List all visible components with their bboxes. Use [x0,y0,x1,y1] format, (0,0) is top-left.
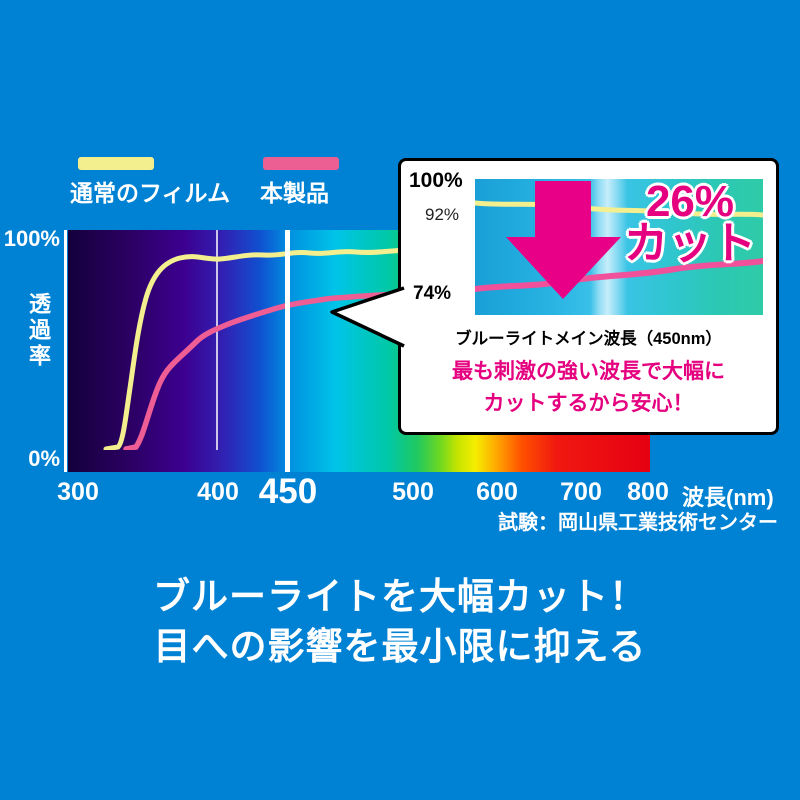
test-institute-note: 試験：岡山県工業技術センター [498,512,778,534]
callout-label-74: 74% [413,283,452,304]
callout-tail [330,286,405,348]
y-axis-title: 透過率 [26,292,51,370]
x-tick-500: 500 [392,478,434,506]
callout-caption: ブルーライトメイン波長（450nm） [455,330,722,348]
spectrum-bar [68,450,650,472]
callout-label-100: 100% [409,169,463,192]
zoom-callout: 100% 92% 74% [398,158,779,435]
cut-percentage-label: 26% カット [607,177,773,268]
cut-percentage-value: 26% [645,177,735,226]
zoom-panel [475,179,763,315]
x-tick-300: 300 [57,478,99,506]
callout-note-line1: 最も刺激の強い波長で大幅に [452,360,725,383]
legend-swatch-product [263,157,339,170]
gridline-400nm [216,230,218,450]
x-axis-unit: 波長(nm) [682,485,774,510]
x-tick-700: 700 [560,478,602,506]
callout-label-92: 92% [425,205,460,224]
y-axis-label-100: 100% [3,226,60,251]
legend-swatch-normal-film [78,157,154,170]
y-axis-line [64,230,67,472]
callout-note-line2: カットするから安心！ [483,392,694,415]
cut-percentage-word: カット [624,218,756,268]
x-tick-800: 800 [627,478,669,506]
highlight-line-450nm [285,230,290,472]
legend-label-product: 本製品 [260,180,329,206]
x-tick-600: 600 [476,478,518,506]
x-tick-450: 450 [258,472,318,511]
legend-label-normal-film: 通常のフィルム [70,180,231,206]
y-axis-label-0: 0% [28,446,60,471]
x-tick-400: 400 [197,478,239,506]
headline-line1: ブルーライトを大幅カット！ [153,576,647,617]
zoom-curve-normal [475,200,763,218]
headline-line2: 目への影響を最小限に抑える [153,626,647,667]
zoom-curve-product [475,258,763,292]
cut-arrow-down-icon [506,181,621,299]
